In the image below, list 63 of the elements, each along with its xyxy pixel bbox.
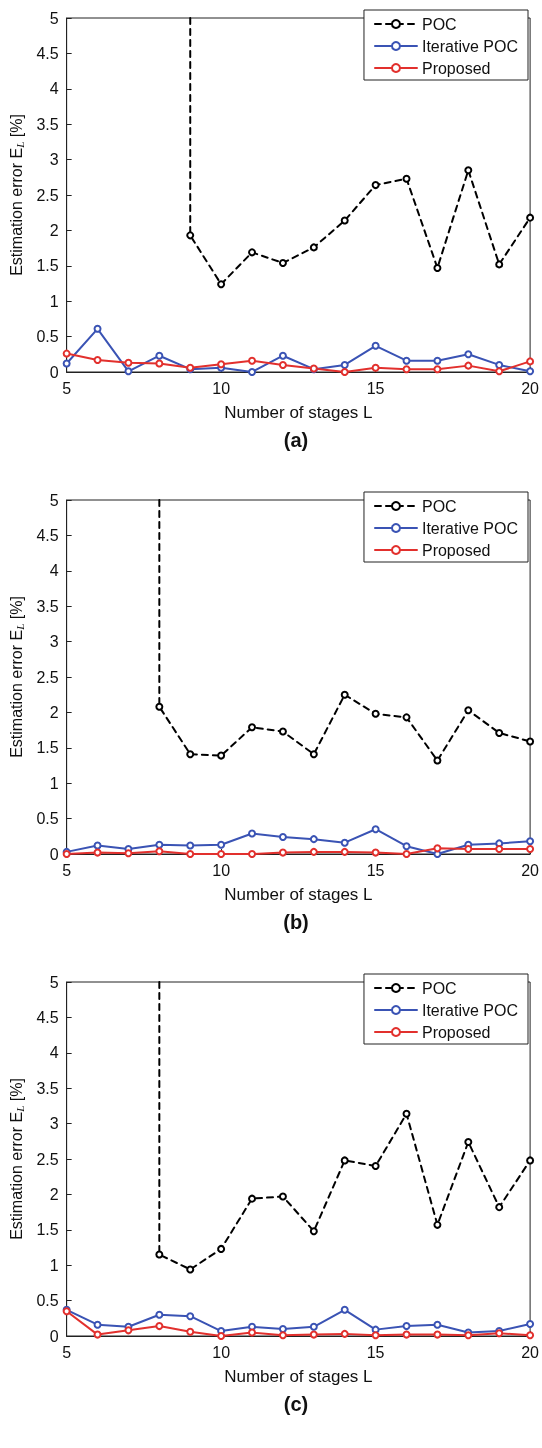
y-tick-label: 1.5 [36,739,59,757]
x-axis-title: Number of stages L [224,885,373,904]
y-tick-label: 5 [49,491,59,509]
y-tick-label: 3 [49,1115,59,1133]
y-tick-label: 1.5 [36,257,59,275]
y-tick-label: 4 [49,1044,59,1062]
legend-label: Iterative POC [421,519,518,537]
y-axis-title: Estimation error EL [%] [7,114,26,276]
legend-label: POC [421,15,457,33]
x-axis-title: Number of stages L [224,403,373,422]
x-tick-label: 15 [366,861,385,879]
text: (b) [283,911,309,933]
y-tick-label: 3 [49,151,59,169]
y-tick-label: 1 [49,292,59,310]
x-tick-label: 20 [521,861,540,879]
y-tick-label: 0 [49,1327,59,1345]
y-tick-label: 2.5 [36,668,59,686]
y-tick-label: 0.5 [36,810,59,828]
legend-label: Iterative POC [421,1001,518,1019]
y-tick-label: 5 [49,973,59,991]
y-tick-label: 0 [49,363,59,381]
y-tick-label: 4.5 [36,526,59,544]
y-tick-label: 4.5 [36,1008,59,1026]
y-tick-label: 2 [49,221,59,239]
y-tick-label: 0 [49,845,59,863]
y-axis-title: Estimation error EL [%] [7,1078,26,1240]
y-tick-label: 1 [49,774,59,792]
y-tick-label: 3.5 [36,597,59,615]
y-tick-label: 4 [49,80,59,98]
x-tick-label: 10 [212,379,231,397]
x-tick-label: 15 [366,1343,385,1361]
y-tick-label: 2 [49,703,59,721]
legend-label: POC [421,979,457,997]
y-tick-label: 1.5 [36,1221,59,1239]
y-tick-label: 3.5 [36,115,59,133]
x-tick-label: 20 [521,379,540,397]
legend-label: Proposed [421,59,491,77]
x-tick-label: 10 [212,861,231,879]
y-tick-label: 4.5 [36,44,59,62]
x-tick-label: 5 [62,861,72,879]
legend-label: Iterative POC [421,37,518,55]
legend-label: Proposed [421,541,491,559]
y-tick-label: 3 [49,633,59,651]
y-tick-label: 3.5 [36,1079,59,1097]
x-tick-label: 20 [521,1343,540,1361]
y-tick-label: 2 [49,1185,59,1203]
legend-label: Proposed [421,1023,491,1041]
text: (c) [283,1393,309,1415]
text: (a) [283,429,309,451]
x-axis-title: Number of stages L [224,1367,373,1386]
y-tick-label: 0.5 [36,1292,59,1310]
x-tick-label: 5 [62,1343,72,1361]
y-tick-label: 0.5 [36,328,59,346]
legend-label: POC [421,497,457,515]
y-tick-label: 5 [49,9,59,27]
y-tick-label: 2.5 [36,186,59,204]
y-tick-label: 2.5 [36,1150,59,1168]
y-tick-label: 4 [49,562,59,580]
y-axis-title: Estimation error EL [%] [7,596,26,758]
x-tick-label: 15 [366,379,385,397]
x-tick-label: 10 [212,1343,231,1361]
y-tick-label: 1 [49,1256,59,1274]
x-tick-label: 5 [62,379,72,397]
